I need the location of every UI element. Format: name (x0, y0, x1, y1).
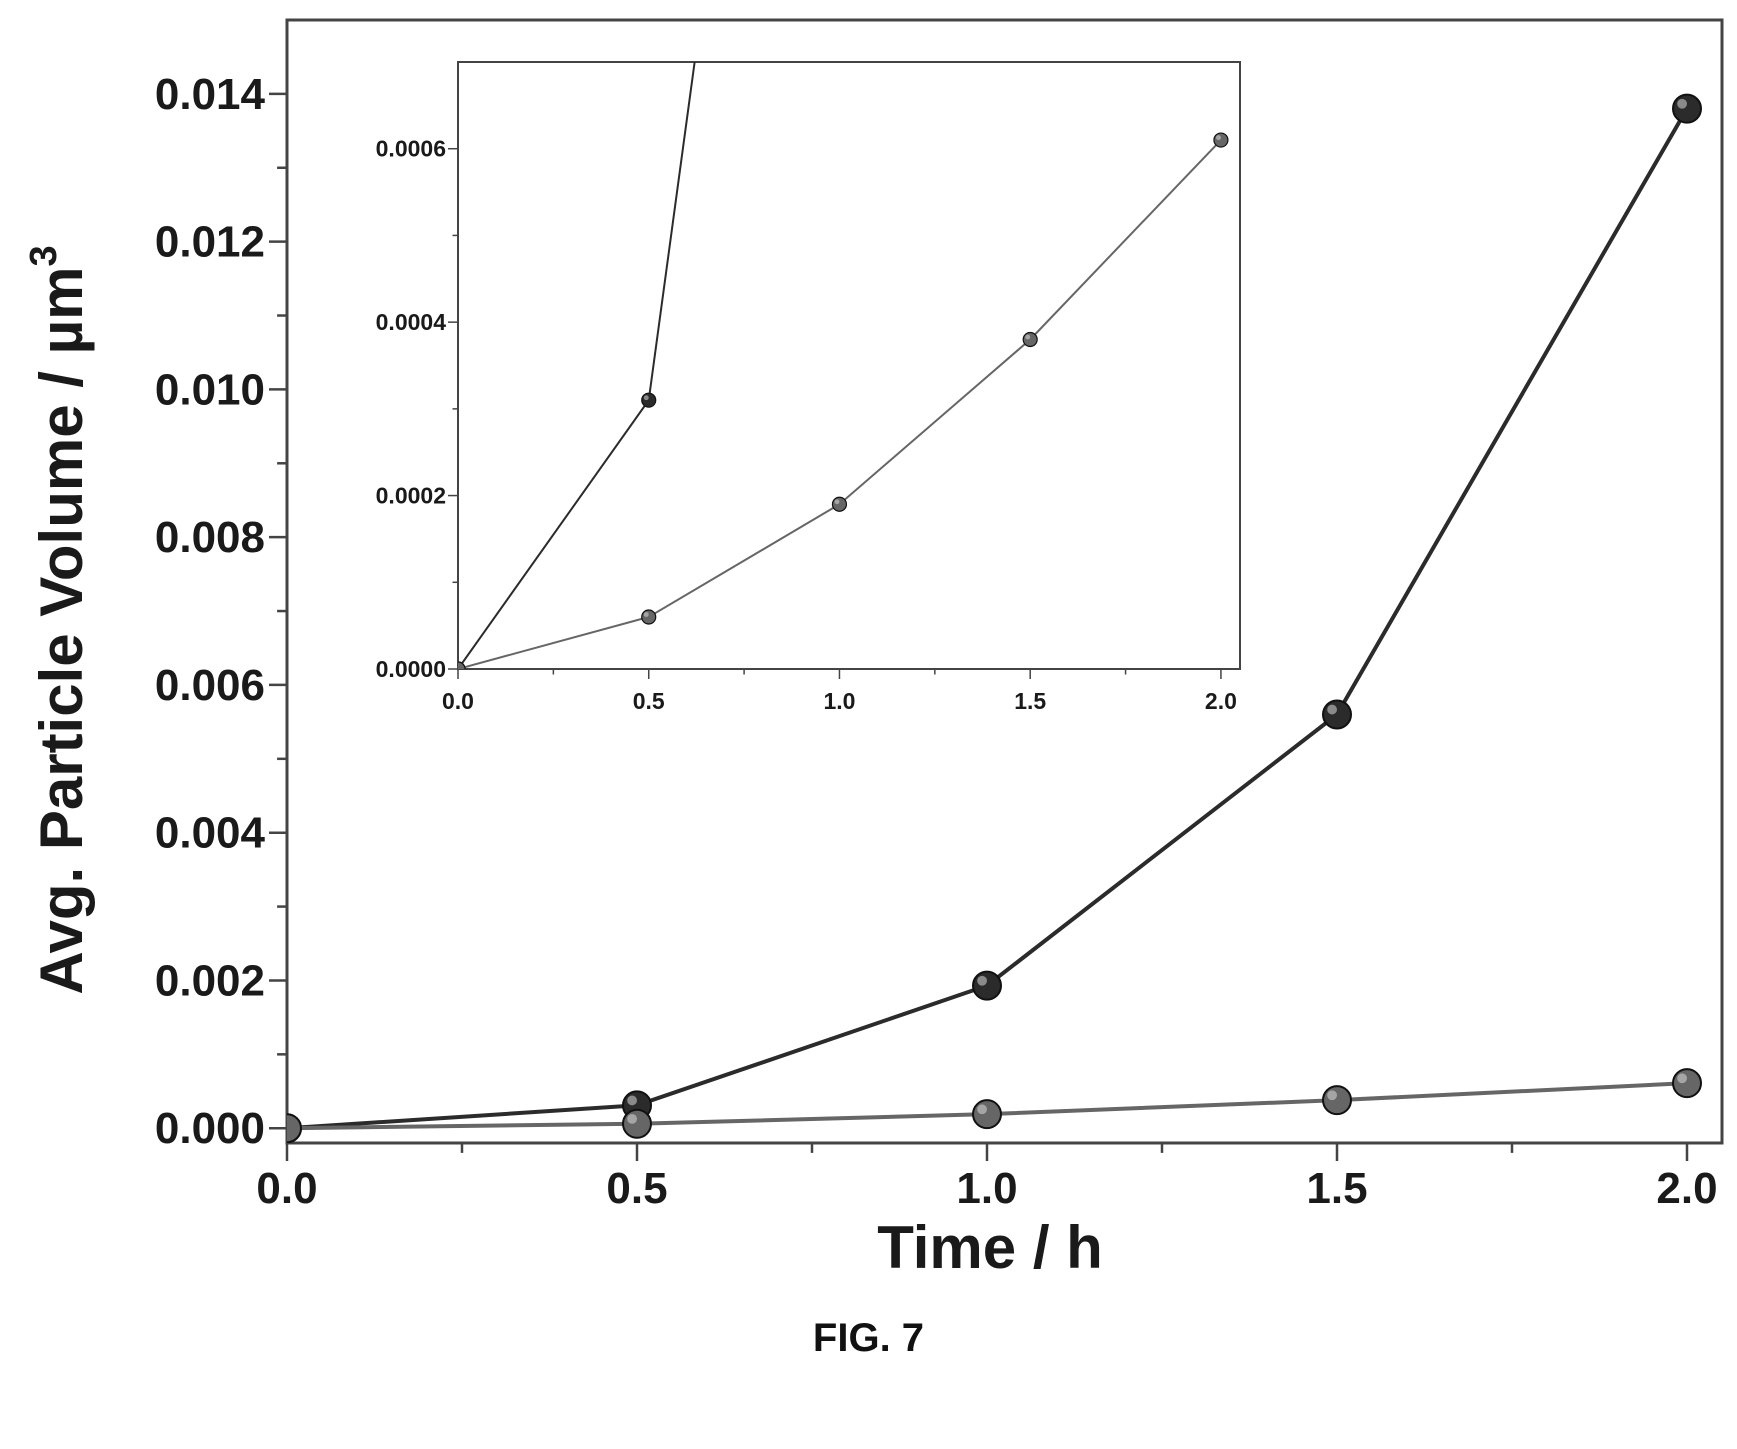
y-tick-label: 0.008 (155, 513, 265, 562)
series-1-line (458, 62, 696, 669)
series-2-point (622, 1108, 652, 1139)
series-2-point (287, 1113, 302, 1143)
point-highlight (1327, 1090, 1337, 1101)
point-highlight (1216, 135, 1221, 141)
y-tick-label: 0.0002 (376, 483, 446, 509)
series-1-point (972, 970, 1002, 1001)
x-tick-label: 2.0 (1205, 688, 1237, 714)
y-tick-label: 0.000 (155, 1104, 265, 1153)
x-tick-label: 1.5 (1014, 688, 1046, 714)
point-highlight (1327, 704, 1337, 715)
x-tick-label: 2.0 (1656, 1164, 1717, 1213)
y-tick-label: 0.0004 (376, 309, 447, 335)
x-tick-label: 1.5 (1306, 1164, 1367, 1213)
series-2-point (1213, 132, 1229, 148)
x-tick-label: 0.5 (606, 1164, 667, 1213)
y-tick-label: 0.0000 (376, 656, 446, 682)
series-2-point (1322, 1085, 1352, 1116)
point-highlight (627, 1113, 637, 1124)
series-1 (458, 62, 696, 669)
series-2-point (1022, 331, 1038, 348)
y-tick-label: 0.014 (155, 70, 266, 119)
point-highlight (834, 499, 840, 505)
point-highlight (1677, 1073, 1687, 1084)
y-tick-label: 0.010 (155, 365, 265, 414)
x-tick-label: 1.0 (823, 688, 855, 714)
point-highlight (643, 395, 649, 401)
y-tick-label: 0.012 (155, 218, 265, 267)
axis-titles: Time / h Avg. Particle Volume / µm3 (23, 245, 1103, 1281)
y-axis-title-superscript: 3 (23, 245, 65, 266)
x-axis-title: Time / h (877, 1214, 1103, 1281)
point-highlight (977, 975, 987, 986)
series-2-point (1672, 1068, 1702, 1099)
y-tick-label: 0.002 (155, 956, 265, 1005)
y-tick-label: 0.006 (155, 661, 265, 710)
x-tick-label: 0.0 (256, 1164, 317, 1213)
figure-caption: FIG. 7 (812, 1316, 925, 1360)
series-2 (458, 132, 1229, 669)
y-tick-label: 0.0006 (376, 136, 446, 162)
series-2-point (641, 609, 657, 625)
series-1-point (641, 392, 657, 408)
y-tick-label: 0.004 (155, 809, 266, 858)
series-2-point (972, 1099, 1002, 1130)
y-axis-title-text: Avg. Particle Volume / µm (28, 267, 95, 995)
inset-plot: 0.0 0.5 1.0 1.5 2.0 0.0000 0.0002 0.0004 0.0006 (376, 61, 1241, 714)
x-tick-label: 1.0 (956, 1164, 1017, 1213)
series-2-point (458, 661, 466, 669)
series-1-point (1672, 93, 1702, 124)
series-2-point (831, 496, 848, 512)
point-highlight (643, 612, 649, 617)
series-2 (287, 1068, 1702, 1143)
point-highlight (627, 1095, 637, 1106)
point-highlight (1677, 98, 1687, 109)
y-axis-title: Avg. Particle Volume / µm3 (23, 245, 95, 994)
x-tick-label: 0.0 (442, 688, 474, 714)
point-highlight (977, 1104, 987, 1115)
x-tick-label: 0.5 (633, 688, 665, 714)
plot-frame (457, 61, 1241, 670)
point-highlight (1025, 334, 1031, 340)
series-1-point (1322, 699, 1352, 730)
